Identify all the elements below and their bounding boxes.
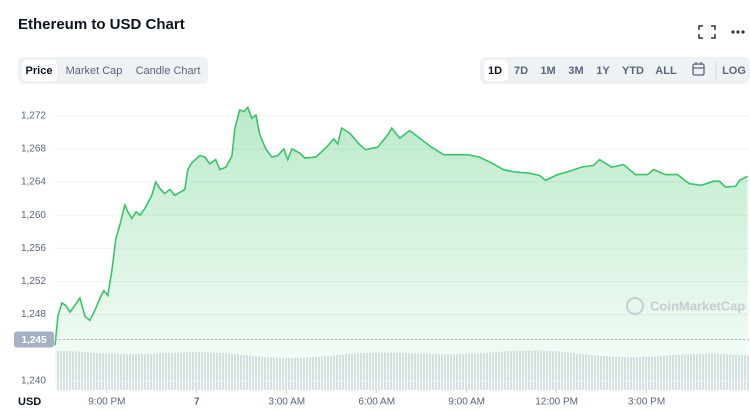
calendar-icon[interactable] (692, 62, 705, 76)
y-tick-label: 1,256 (21, 243, 46, 254)
range-button[interactable]: 1Y (596, 65, 610, 77)
x-tick-label: 7 (194, 397, 200, 408)
y-tick-label: 1,264 (21, 177, 46, 188)
more-icon[interactable] (731, 30, 745, 34)
price-area (55, 107, 748, 391)
range-button[interactable]: YTD (622, 65, 644, 77)
x-tick-label: 9:00 AM (448, 397, 485, 408)
range-button[interactable]: 3M (568, 65, 583, 77)
price-marker-label: 1,245 (21, 335, 46, 346)
range-selected (484, 60, 508, 81)
x-tick-label: 3:00 AM (268, 397, 305, 408)
tab[interactable]: Market Cap (66, 65, 123, 77)
range-button[interactable]: 1D (488, 65, 502, 77)
fullscreen-icon[interactable] (698, 25, 716, 39)
x-tick-label: 6:00 AM (358, 397, 395, 408)
tab-group (18, 57, 208, 84)
y-tick-label: 1,268 (21, 144, 46, 155)
x-tick-label: 12:00 PM (535, 397, 578, 408)
y-unit-label: USD (18, 396, 41, 408)
x-tick-label: 3:00 PM (628, 397, 665, 408)
title: Ethereum to USD Chart (18, 16, 185, 33)
tab-selected (22, 60, 57, 81)
volume-bar (747, 355, 749, 390)
range-button[interactable]: 1M (540, 65, 555, 77)
x-tick-label: 9:00 PM (88, 397, 125, 408)
watermark-logo (626, 297, 644, 315)
watermark: CoinMarketCap (650, 298, 745, 313)
y-tick-label: 1,260 (21, 210, 46, 221)
y-tick-label: 1,272 (21, 110, 46, 121)
tab[interactable]: Price (26, 65, 53, 77)
y-tick-label: 1,248 (21, 309, 46, 320)
range-button[interactable]: ALL (655, 65, 677, 77)
range-button[interactable]: 7D (514, 65, 528, 77)
y-tick-label: 1,252 (21, 276, 46, 287)
price-line (54, 105, 748, 346)
tab[interactable]: Candle Chart (136, 65, 201, 77)
range-group (480, 57, 750, 84)
price-marker-badge (14, 331, 54, 348)
y-tick-label: 1,240 (21, 376, 46, 387)
log-button[interactable]: LOG (722, 65, 746, 77)
